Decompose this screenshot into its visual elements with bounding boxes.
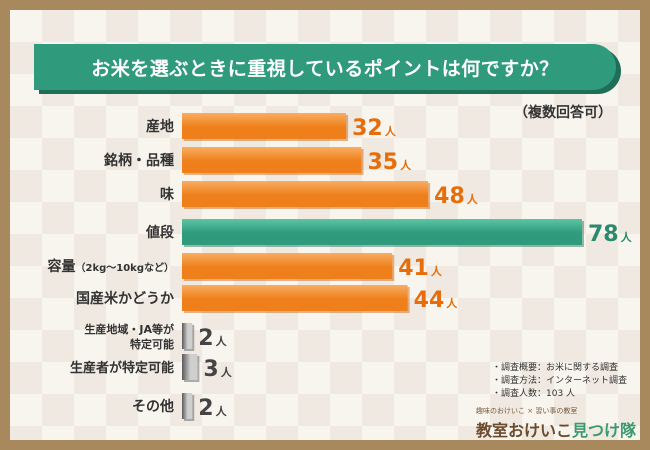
survey-note-method: ・調査方法：インターネット調査 (492, 376, 628, 386)
value-label-3: 48 人 (434, 184, 479, 209)
bar-6 (182, 285, 408, 311)
category-label-7: 生産地域・JA等が特定可能 (84, 322, 174, 351)
survey-note-summary: ・調査概要：お米に関する調査 (492, 363, 619, 373)
brand-name-main: 教室おけいこ (476, 421, 573, 440)
bar-chart: 産地 32 人銘柄・品種 35 人味 48 人値段 78 人容量（2kg〜10kgなど） 41 人国… (47, 113, 633, 421)
value-label-2: 35 人 (367, 150, 412, 175)
chart-title: お米を選ぶときに重視しているポイントは何ですか？ (34, 44, 616, 90)
bar-7 (182, 323, 193, 349)
value-label-4: 78 人 (588, 222, 633, 247)
bar-2 (182, 147, 362, 173)
brand-tagline: 趣味のおけいこ × 習い事の教室 (476, 407, 578, 415)
bar-9 (182, 393, 193, 419)
category-label-1: 産地 (146, 118, 174, 135)
category-label-5: 容量（2kg〜10kgなど） (47, 258, 175, 275)
category-label-4: 値段 (145, 224, 174, 241)
bar-1 (182, 113, 347, 139)
brand-logo: 趣味のおけいこ × 習い事の教室 教室おけいこ見つけ隊 (468, 404, 640, 440)
category-label-2: 銘柄・品種 (104, 152, 174, 169)
bar-8 (182, 354, 198, 380)
brand-name-accent: 見つけ隊 (572, 421, 637, 440)
category-label-3: 味 (160, 187, 174, 203)
value-label-5: 41 人 (398, 256, 443, 281)
survey-notes: ・調査概要：お米に関する調査 ・調査方法：インターネット調査 ・調査人数：103… (492, 362, 627, 401)
value-label-6: 44 人 (414, 288, 459, 313)
category-label-6: 国産米かどうか (76, 290, 174, 307)
bar-4 (182, 219, 582, 245)
bar-3 (182, 181, 429, 207)
value-label-1: 32 人 (352, 116, 397, 141)
brand-name: 教室おけいこ見つけ隊 (476, 417, 636, 440)
category-label-9: その他 (132, 398, 174, 415)
multiple-answers-note: （複数回答可） (514, 105, 612, 121)
survey-note-count: ・調査人数：103 人 (492, 389, 576, 399)
bar-5 (182, 253, 393, 279)
category-label-8: 生産者が特定可能 (70, 360, 174, 376)
chart-panel: お米を選ぶときに重視しているポイントは何ですか？ （複数回答可） 産地 32 人銘柄… (10, 10, 640, 440)
